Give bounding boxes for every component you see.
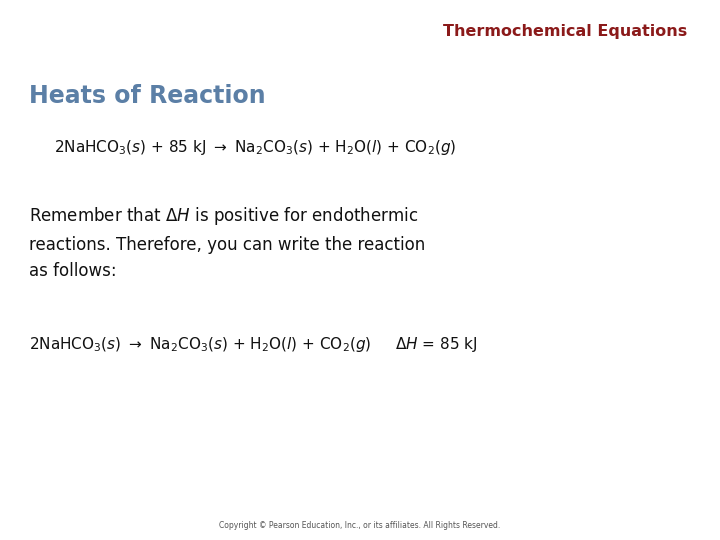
- Text: Copyright © Pearson Education, Inc., or its affiliates. All Rights Reserved.: Copyright © Pearson Education, Inc., or …: [220, 521, 500, 530]
- Text: Remember that $\Delta\mathit{H}$ is positive for endothermic
reactions. Therefor: Remember that $\Delta\mathit{H}$ is posi…: [29, 205, 425, 280]
- Text: Thermochemical Equations: Thermochemical Equations: [444, 24, 688, 39]
- Text: 2NaHCO$_3$($\mathit{s}$) $\rightarrow$ Na$_2$CO$_3$($\mathit{s}$) + H$_2$O($\mat: 2NaHCO$_3$($\mathit{s}$) $\rightarrow$ N…: [29, 335, 477, 354]
- Text: 2NaHCO$_3$($\mathit{s}$) + 85 kJ $\rightarrow$ Na$_2$CO$_3$($\mathit{s}$) + H$_2: 2NaHCO$_3$($\mathit{s}$) + 85 kJ $\right…: [54, 138, 456, 157]
- Text: Heats of Reaction: Heats of Reaction: [29, 84, 266, 107]
